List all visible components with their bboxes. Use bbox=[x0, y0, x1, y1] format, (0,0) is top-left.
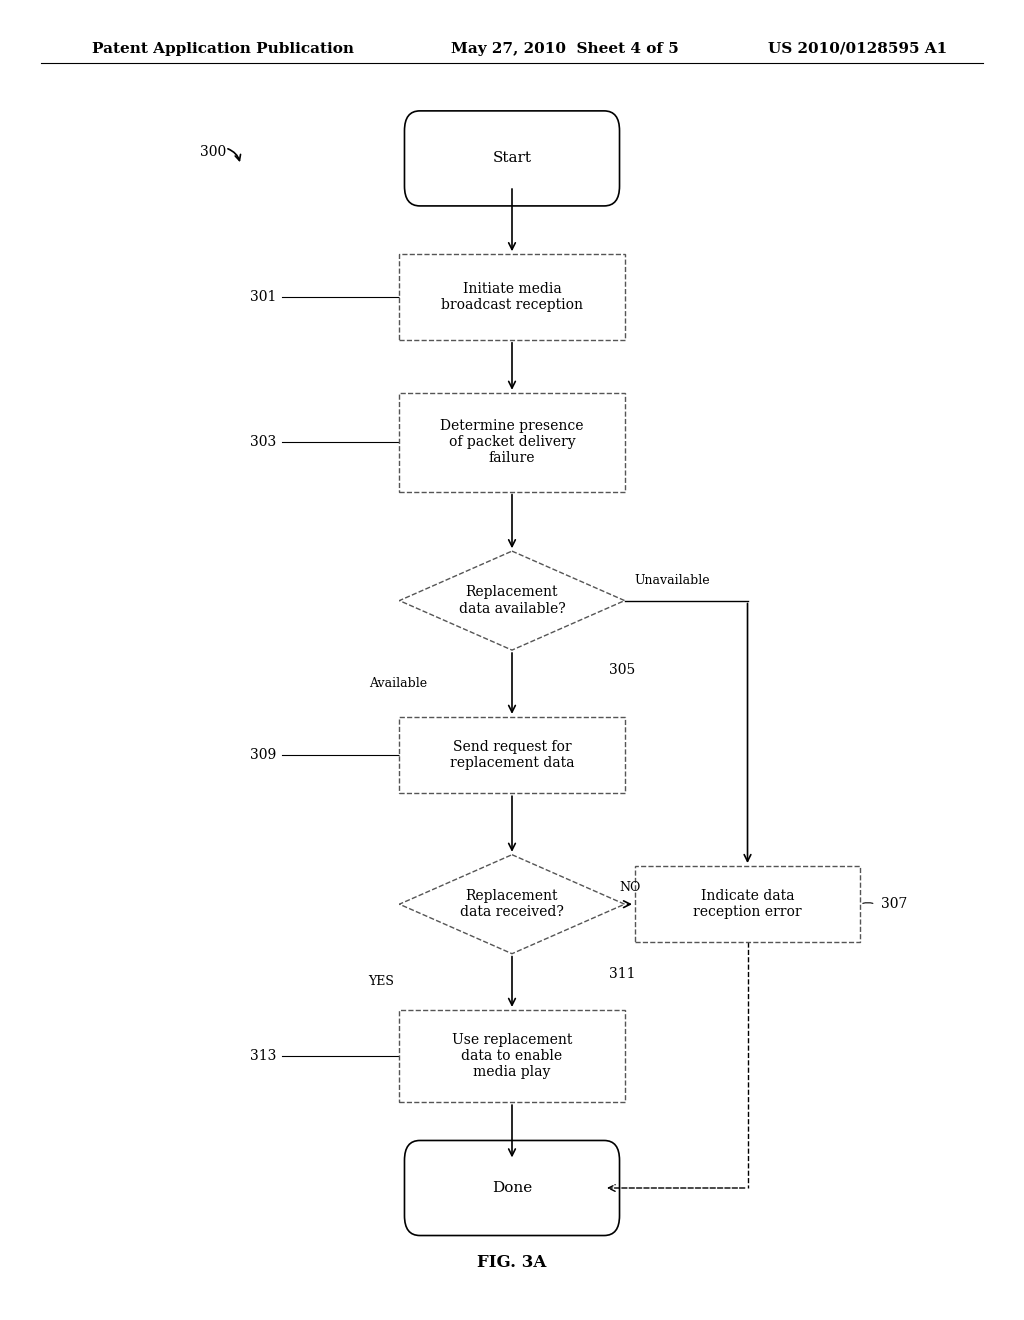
Text: 309: 309 bbox=[250, 748, 276, 762]
Text: Replacement
data available?: Replacement data available? bbox=[459, 586, 565, 615]
Text: Unavailable: Unavailable bbox=[635, 574, 711, 587]
Text: 303: 303 bbox=[250, 436, 276, 449]
Text: Replacement
data received?: Replacement data received? bbox=[460, 890, 564, 919]
Text: 311: 311 bbox=[609, 966, 636, 981]
Text: Patent Application Publication: Patent Application Publication bbox=[92, 42, 354, 55]
Text: Available: Available bbox=[369, 677, 427, 690]
Text: 313: 313 bbox=[250, 1049, 276, 1063]
Text: Determine presence
of packet delivery
failure: Determine presence of packet delivery fa… bbox=[440, 418, 584, 466]
Text: Initiate media
broadcast reception: Initiate media broadcast reception bbox=[441, 282, 583, 312]
Polygon shape bbox=[399, 855, 625, 953]
FancyBboxPatch shape bbox=[399, 1010, 625, 1102]
Text: 300: 300 bbox=[200, 145, 226, 158]
Text: 301: 301 bbox=[250, 290, 276, 304]
Text: FIG. 3A: FIG. 3A bbox=[477, 1254, 547, 1271]
Text: Start: Start bbox=[493, 152, 531, 165]
FancyBboxPatch shape bbox=[635, 866, 860, 942]
FancyBboxPatch shape bbox=[399, 253, 625, 339]
FancyBboxPatch shape bbox=[399, 717, 625, 793]
FancyBboxPatch shape bbox=[399, 393, 625, 491]
Text: Use replacement
data to enable
media play: Use replacement data to enable media pla… bbox=[452, 1032, 572, 1080]
Text: US 2010/0128595 A1: US 2010/0128595 A1 bbox=[768, 42, 947, 55]
Text: Done: Done bbox=[492, 1181, 532, 1195]
Polygon shape bbox=[399, 552, 625, 649]
Text: May 27, 2010  Sheet 4 of 5: May 27, 2010 Sheet 4 of 5 bbox=[451, 42, 678, 55]
Text: 307: 307 bbox=[881, 898, 907, 911]
Text: YES: YES bbox=[369, 975, 394, 989]
FancyBboxPatch shape bbox=[404, 1140, 620, 1236]
Text: 305: 305 bbox=[609, 663, 636, 677]
FancyBboxPatch shape bbox=[404, 111, 620, 206]
Text: Indicate data
reception error: Indicate data reception error bbox=[693, 890, 802, 919]
Text: Send request for
replacement data: Send request for replacement data bbox=[450, 741, 574, 770]
Text: NO: NO bbox=[620, 880, 640, 894]
